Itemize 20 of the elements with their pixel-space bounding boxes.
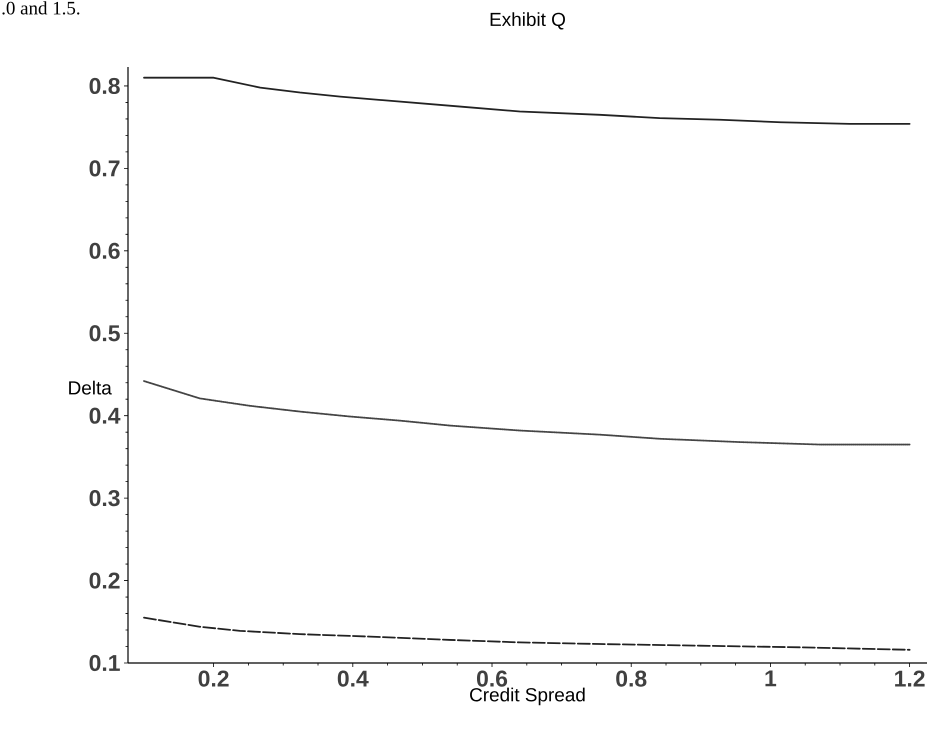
line-series [143, 616, 911, 651]
y-tick-label: 0.4 [90, 408, 120, 424]
y-tick-label: 0.3 [90, 490, 120, 506]
y-axis-title: Delta [69, 380, 112, 395]
x-axis-title: Credit Spread [470, 688, 585, 706]
x-tick-label: 1.2 [895, 670, 925, 687]
y-tick-label: 0.5 [90, 325, 120, 342]
x-tick-label: 0.4 [338, 670, 369, 687]
text: .0 and 1.5. [2, 1, 80, 15]
y-tick-label: 0.7 [90, 160, 120, 176]
x-tick-label: 1 [765, 670, 776, 686]
line-series [143, 380, 911, 446]
x-tick-label: 0.2 [198, 670, 229, 687]
y-tick-label: 0.8 [90, 78, 120, 94]
x-tick-label: 0.6 [476, 670, 508, 687]
y-tick-label: 0.1 [90, 654, 120, 672]
chart-title: Exhibit Q [490, 12, 565, 30]
x-tick-label: 0.8 [616, 670, 646, 687]
y-tick-label: 0.2 [90, 572, 120, 589]
y-tick-label: 0.6 [90, 242, 120, 259]
